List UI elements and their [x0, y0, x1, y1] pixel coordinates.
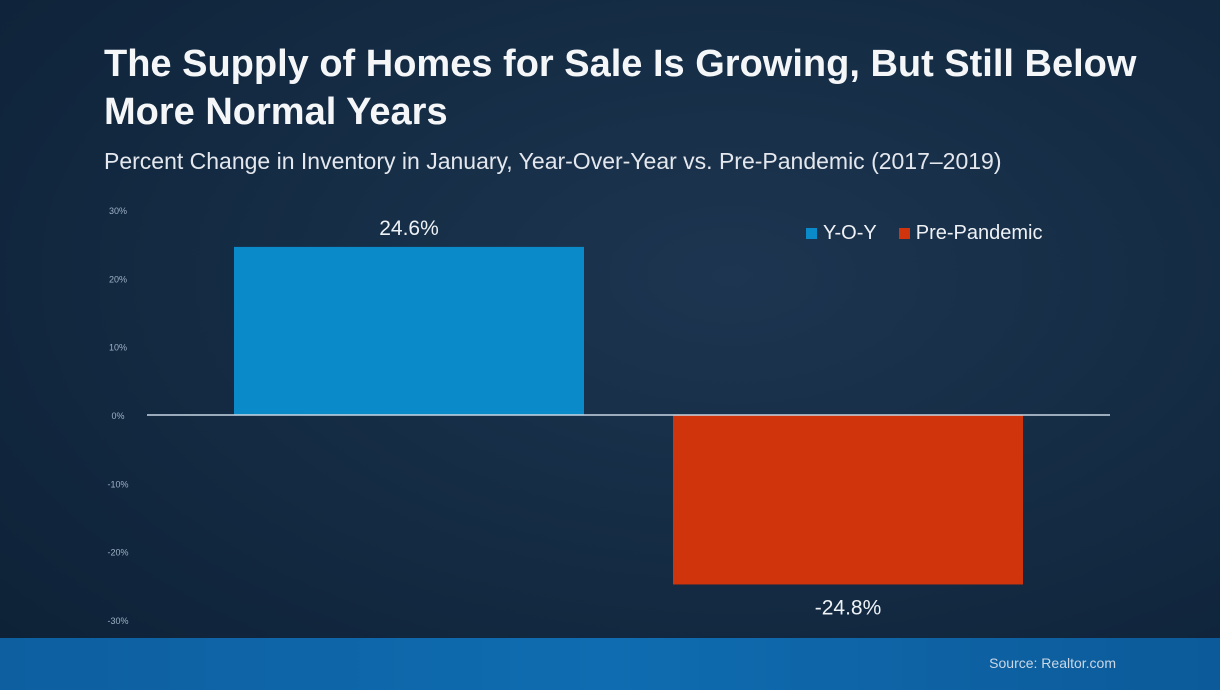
chart-title: The Supply of Homes for Sale Is Growing,… — [104, 43, 1137, 133]
bar-pre-pandemic — [673, 415, 1023, 585]
legend-swatch-pre-pandemic — [898, 228, 910, 239]
legend-item-pre-pandemic: Pre-Pandemic — [898, 222, 1043, 245]
y-tick-label: 0% — [111, 411, 124, 421]
data-label: 24.6% — [379, 217, 439, 240]
y-tick-label: 20% — [109, 274, 127, 284]
legend-label-pre-pandemic: Pre-Pandemic — [915, 222, 1043, 244]
footer-bar: Source: Realtor.com — [0, 638, 1220, 690]
chart-legend: Y-O-Y Pre-Pandemic — [806, 222, 1042, 245]
legend-swatch-yoy — [806, 228, 817, 239]
y-tick-label: -10% — [107, 479, 128, 489]
source-label: Source: Realtor.com — [989, 655, 1116, 671]
legend-label-yoy: Y-O-Y — [823, 222, 877, 244]
data-label: -24.8% — [815, 596, 882, 619]
y-tick-label: -20% — [107, 548, 128, 558]
y-tick-label: 10% — [109, 343, 127, 353]
y-tick-label: -30% — [107, 616, 128, 626]
legend-item-yoy: Y-O-Y — [806, 222, 877, 245]
bar-y-o-y — [234, 246, 584, 415]
chart-subtitle: Percent Change in Inventory in January, … — [104, 148, 1002, 174]
y-tick-label: 30% — [109, 206, 127, 216]
